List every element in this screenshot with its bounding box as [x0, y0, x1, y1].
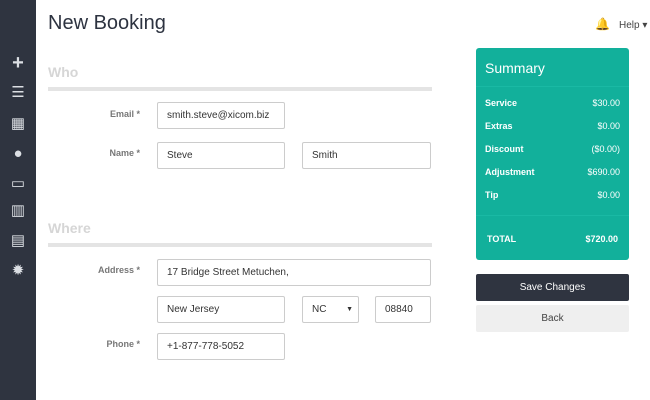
- address-field[interactable]: 17 Bridge Street Metuchen,: [157, 259, 431, 286]
- summary-total: TOTAL $720.00: [487, 234, 618, 244]
- calendar-icon[interactable]: ▦: [10, 115, 26, 132]
- summary-row-adjustment: Adjustment $690.00: [485, 167, 620, 177]
- summary-row-service: Service $30.00: [485, 98, 620, 108]
- divider: [48, 87, 432, 91]
- first-name-field[interactable]: Steve: [157, 142, 285, 169]
- summary-panel: Summary Service $30.00 Extras $0.00 Discou…: [476, 48, 629, 260]
- divider: [48, 243, 432, 247]
- city-field[interactable]: New Jersey: [157, 296, 285, 323]
- help-menu[interactable]: Help ▾: [619, 20, 648, 31]
- where-heading: Where: [48, 220, 91, 236]
- address-label: Address *: [97, 265, 140, 275]
- name-label: Name *: [109, 148, 140, 158]
- state-select[interactable]: NC ▼: [302, 296, 359, 323]
- save-changes-button[interactable]: Save Changes: [476, 274, 629, 301]
- document-icon[interactable]: ▤: [10, 232, 26, 249]
- summary-row-extras: Extras $0.00: [485, 121, 620, 131]
- zip-field[interactable]: 08840: [375, 296, 431, 323]
- summary-row-tip: Tip $0.00: [485, 190, 620, 200]
- who-heading: Who: [48, 64, 79, 80]
- summary-row-discount: Discount ($0.00): [485, 144, 620, 154]
- summary-title: Summary: [485, 60, 545, 76]
- list-icon[interactable]: ☰: [11, 84, 25, 101]
- phone-field[interactable]: +1-877-778-5052: [157, 333, 285, 360]
- back-button[interactable]: Back: [476, 305, 629, 332]
- email-label: Email *: [109, 109, 140, 119]
- gear-icon[interactable]: ✹: [11, 262, 25, 279]
- sidebar: + ☰ ▦ ● ▭ ▥ ▤ ✹: [0, 0, 36, 400]
- plus-icon[interactable]: +: [12, 52, 24, 74]
- bell-icon[interactable]: 🔔: [595, 17, 610, 31]
- user-icon[interactable]: ●: [13, 145, 23, 162]
- chevron-down-icon: ▼: [346, 306, 353, 313]
- email-field[interactable]: smith.steve@xicom.biz: [157, 102, 285, 129]
- phone-label: Phone *: [106, 339, 140, 349]
- bar-chart-icon[interactable]: ▥: [10, 202, 26, 219]
- page-title: New Booking: [48, 12, 166, 34]
- credit-card-icon[interactable]: ▭: [10, 175, 26, 192]
- last-name-field[interactable]: Smith: [302, 142, 431, 169]
